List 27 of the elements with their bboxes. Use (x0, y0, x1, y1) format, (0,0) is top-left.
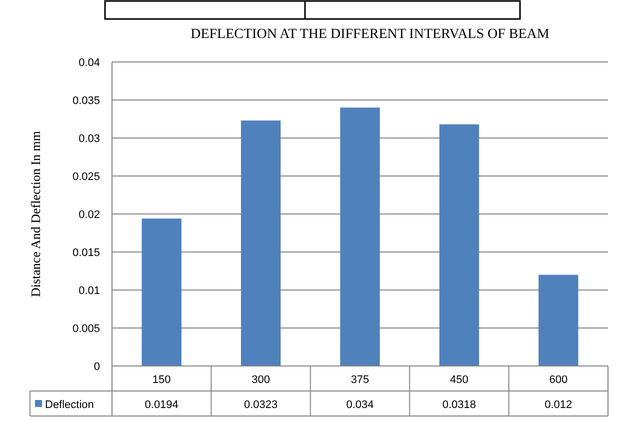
data-label: 0.012 (544, 399, 572, 411)
data-label: 0.034 (346, 399, 374, 411)
bar (340, 108, 380, 366)
chart-title: DEFLECTION AT THE DIFFERENT INTERVALS OF BEAM (190, 27, 550, 42)
x-tick-label: 300 (252, 374, 270, 386)
data-label: 0.0323 (244, 399, 278, 411)
y-tick-label: 0.015 (72, 247, 100, 259)
bar (439, 124, 480, 366)
x-tick-label: 450 (450, 374, 468, 386)
bar (538, 274, 578, 366)
x-tick-label: 150 (152, 374, 171, 386)
y-tick-label: 0.04 (78, 57, 100, 69)
bar (240, 120, 281, 366)
y-axis-title: Distance And Deflection In mm (28, 130, 43, 298)
y-tick-label: 0.01 (78, 285, 100, 297)
y-tick-label: 0.035 (72, 95, 100, 107)
y-tick-label: 0.02 (78, 209, 100, 221)
bar (142, 218, 182, 366)
y-tick-label: 0.03 (78, 133, 100, 145)
data-label: 0.0194 (144, 399, 178, 411)
x-tick-label: 600 (549, 374, 568, 386)
y-tick-label: 0.005 (72, 323, 100, 335)
y-tick-label: 0.025 (72, 171, 100, 183)
x-tick-label: 375 (350, 374, 370, 386)
legend-label: Deflection (45, 399, 94, 411)
data-label: 0.0318 (442, 399, 476, 411)
y-tick-label: 0 (94, 361, 100, 373)
